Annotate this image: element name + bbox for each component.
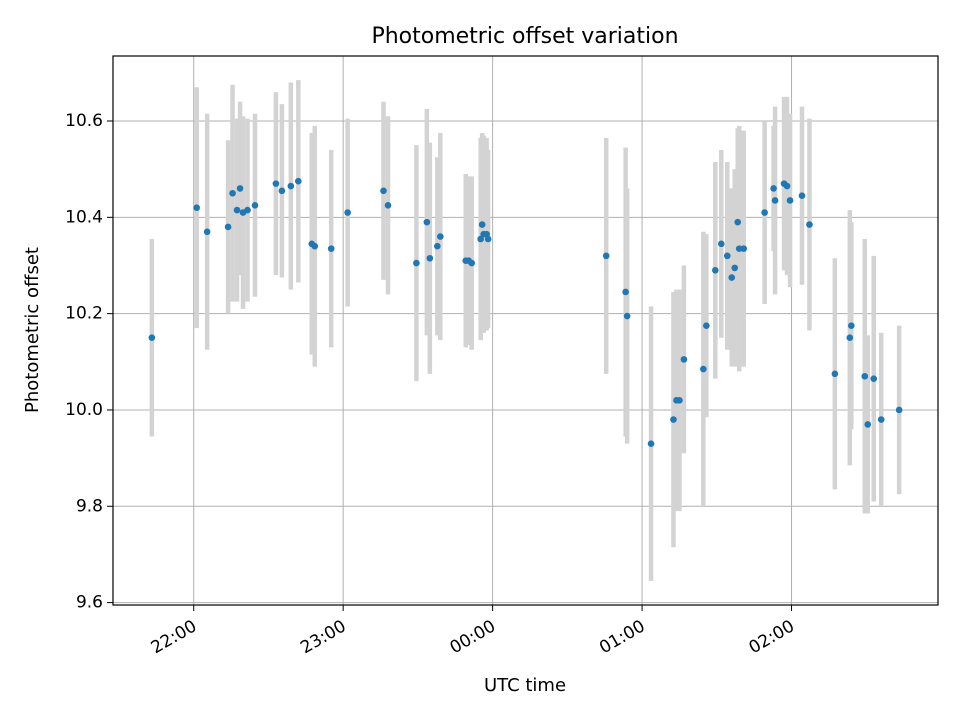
data-point [426, 254, 434, 262]
plot-area [112, 55, 939, 606]
data-point [761, 209, 768, 216]
data-point [676, 397, 683, 404]
data-point [423, 218, 431, 226]
chart-title: Photometric offset variation [371, 24, 678, 49]
data-point [233, 206, 241, 214]
y-tick-label: 10.2 [65, 304, 103, 324]
data-point [864, 421, 872, 428]
data-point [700, 365, 707, 373]
data-point [380, 187, 387, 195]
data-point [437, 233, 444, 240]
data-point [384, 201, 392, 209]
y-tick-label: 10.4 [65, 207, 103, 227]
data-point [861, 372, 869, 380]
y-axis-label: Photometric offset [22, 247, 43, 413]
data-point [148, 334, 156, 342]
data-point [723, 252, 731, 260]
data-point [468, 259, 475, 267]
y-axis-ticks: 9.6 9.8 10.0 10.2 10.4 10.6 [65, 111, 113, 613]
data-point [622, 288, 629, 296]
data-point [344, 209, 351, 216]
y-tick-label: 10.0 [65, 400, 103, 420]
data-point [295, 177, 302, 185]
data-point [770, 185, 777, 192]
y-tick-label: 10.6 [65, 111, 103, 131]
data-point [717, 240, 725, 248]
data-point [244, 206, 251, 214]
data-point [740, 245, 748, 252]
data-point [224, 223, 232, 231]
data-point [895, 406, 903, 414]
data-point [831, 370, 839, 378]
data-point [287, 182, 295, 190]
data-point [477, 235, 484, 243]
data-point [870, 375, 878, 382]
data-point [670, 416, 677, 423]
data-point [771, 197, 779, 204]
data-point [327, 245, 335, 252]
data-point [484, 235, 492, 243]
data-point [783, 182, 791, 190]
data-point [731, 264, 739, 272]
data-point [203, 228, 211, 236]
data-point [272, 180, 280, 187]
data-point [278, 187, 286, 195]
data-point [236, 185, 244, 192]
data-point [798, 192, 806, 199]
data-point [623, 312, 631, 320]
x-axis-label: UTC time [484, 675, 566, 696]
data-point [877, 416, 885, 423]
data-point [434, 242, 441, 250]
data-point [647, 440, 655, 447]
data-point [786, 197, 794, 204]
data-points [148, 177, 903, 447]
data-point [734, 218, 742, 226]
data-point [251, 201, 259, 209]
data-point [413, 259, 420, 267]
data-point [602, 252, 610, 260]
data-point [712, 267, 719, 274]
data-point [806, 221, 813, 228]
data-point [193, 204, 200, 211]
data-point [229, 189, 236, 197]
data-point [848, 322, 855, 329]
data-point [680, 356, 688, 363]
data-point [846, 334, 854, 342]
data-point [703, 322, 710, 329]
data-point [311, 242, 319, 250]
data-point [478, 221, 486, 228]
y-tick-label: 9.6 [76, 593, 103, 613]
data-point [728, 274, 736, 281]
axes-frame [112, 55, 939, 606]
y-tick-label: 9.8 [76, 496, 103, 516]
